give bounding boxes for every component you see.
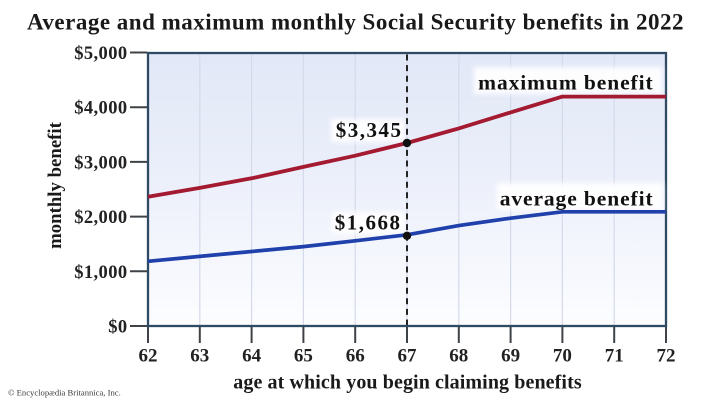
svg-text:$0: $0	[108, 318, 127, 338]
svg-text:$1,668: $1,668	[335, 211, 402, 235]
svg-text:70: 70	[553, 346, 572, 367]
svg-text:67: 67	[398, 346, 418, 367]
svg-text:$4,000: $4,000	[74, 99, 127, 119]
svg-text:72: 72	[657, 346, 676, 367]
svg-text:$3,000: $3,000	[74, 153, 127, 173]
svg-text:$1,000: $1,000	[74, 263, 127, 283]
svg-text:monthly benefit: monthly benefit	[45, 121, 66, 249]
svg-text:$2,000: $2,000	[74, 208, 127, 228]
svg-text:65: 65	[294, 346, 313, 367]
svg-text:63: 63	[190, 346, 209, 367]
svg-text:68: 68	[449, 346, 468, 367]
svg-text:62: 62	[139, 346, 158, 367]
svg-text:maximum benefit: maximum benefit	[478, 71, 653, 95]
svg-text:© Encyclopædia Britannica, Inc: © Encyclopædia Britannica, Inc.	[8, 388, 121, 398]
svg-text:Average and maximum monthly So: Average and maximum monthly Social Secur…	[27, 10, 684, 35]
svg-text:66: 66	[346, 346, 365, 367]
svg-text:age at which you begin claimin: age at which you begin claiming benefits	[233, 372, 582, 394]
svg-text:71: 71	[605, 346, 624, 367]
svg-text:69: 69	[501, 346, 520, 367]
svg-text:average benefit: average benefit	[500, 187, 654, 211]
svg-text:64: 64	[242, 346, 262, 367]
svg-text:$3,345: $3,345	[336, 118, 403, 142]
svg-text:$5,000: $5,000	[74, 44, 127, 64]
